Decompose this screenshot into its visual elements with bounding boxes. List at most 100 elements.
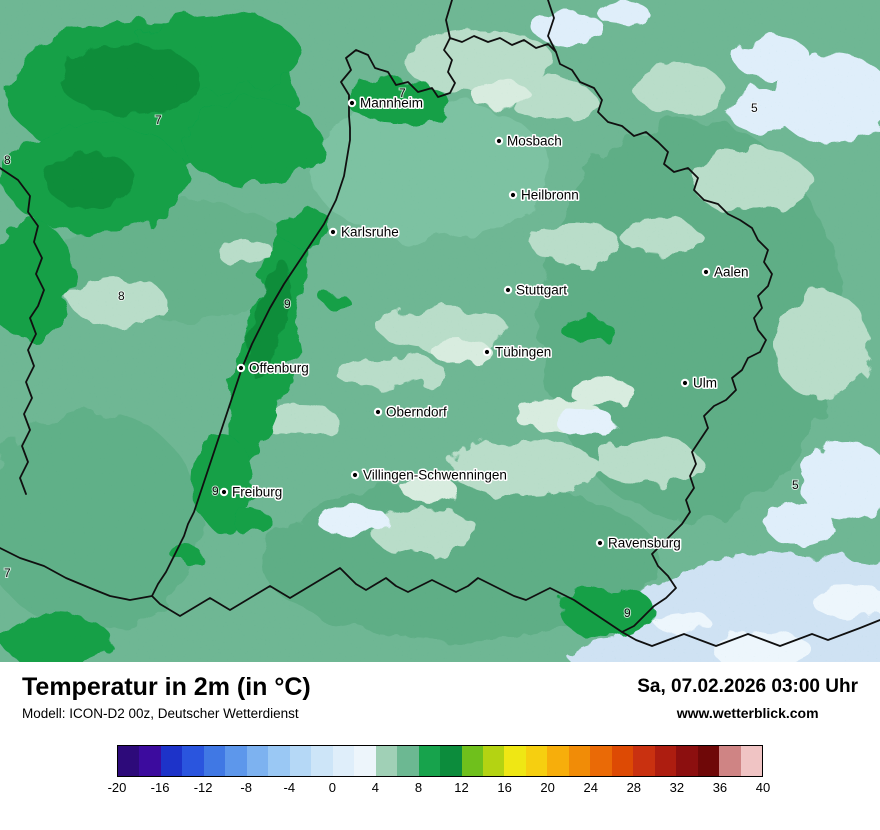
city-dot — [682, 380, 688, 386]
legend-color-segment — [654, 746, 677, 776]
map-title: Temperatur in 2m (in °C) — [22, 673, 311, 701]
legend-color-segment — [611, 746, 634, 776]
country-borders — [0, 0, 880, 647]
forecast-datetime: Sa, 07.02.2026 03:00 Uhr — [637, 676, 858, 697]
city-label: Stuttgart — [516, 283, 567, 298]
city-label: Oberndorf — [386, 405, 447, 420]
border-austria — [621, 619, 880, 647]
city-marker: Heilbronn — [508, 186, 580, 204]
city-marker: Karlsruhe — [328, 223, 400, 241]
legend-color-segment — [246, 746, 269, 776]
city-marker: Mannheim — [347, 94, 425, 112]
legend-color-segment — [482, 746, 505, 776]
city-label: Ravensburg — [608, 536, 681, 551]
city-marker: Aalen — [701, 263, 750, 281]
legend-color-segment — [203, 746, 226, 776]
temperature-legend: -20 -16 -12 -8 -4 0 4 8 12 16 20 24 28 32 36 40 — [108, 745, 771, 800]
legend-color-segment — [268, 746, 290, 776]
city-dot — [330, 229, 336, 235]
legend-color-segment — [160, 746, 183, 776]
legend-tick-label: 8 — [414, 780, 423, 795]
city-label: Tübingen — [495, 345, 551, 360]
city-label: Heilbronn — [521, 188, 579, 203]
border-france — [0, 167, 45, 495]
city-label: Ulm — [693, 376, 717, 391]
legend-color-segment — [440, 746, 462, 776]
legend-color-segment — [397, 746, 419, 776]
legend-tick-row: -20 -16 -12 -8 -4 0 4 8 12 16 20 24 28 32 36 40 — [108, 780, 771, 800]
legend-tick-label: 40 — [755, 780, 771, 795]
legend-tick-label: -4 — [283, 780, 296, 795]
legend-tick-label: 16 — [497, 780, 512, 795]
legend-color-segment — [354, 746, 376, 776]
weather-map: 7 7 5 8 8 9 9 5 7 9 Mannheim Mosbach Heilbronn Karls… — [0, 0, 880, 662]
legend-tick-label: 0 — [328, 780, 336, 795]
border-baden-wuerttemberg — [151, 35, 773, 633]
legend-tick-label: -16 — [150, 780, 170, 795]
legend-color-segment — [547, 746, 569, 776]
temperature-value-label: 9 — [624, 606, 631, 620]
temperature-value-label: 8 — [118, 289, 125, 303]
temperature-value-label: 9 — [212, 484, 219, 498]
legend-tick-label: 20 — [540, 780, 555, 795]
city-label: Karlsruhe — [341, 225, 399, 240]
city-marker: Ulm — [680, 374, 719, 392]
legend-tick-label: 24 — [583, 780, 598, 795]
legend-color-segment — [139, 746, 161, 776]
website-url: www.wetterblick.com — [676, 705, 819, 721]
temperature-map-svg: 7 7 5 8 8 9 9 5 7 9 Mannheim Mosbach Heilbronn Karls… — [0, 0, 880, 662]
legend-color-segment — [332, 746, 355, 776]
legend-color-segment — [118, 746, 140, 776]
legend-color-segment — [375, 746, 398, 776]
legend-color-segment — [225, 746, 247, 776]
border-north-stub-2 — [445, 0, 453, 39]
legend-color-segment — [590, 746, 612, 776]
legend-color-segment — [182, 746, 204, 776]
city-label: Offenburg — [249, 361, 309, 376]
legend-color-segment — [568, 746, 591, 776]
city-dot — [496, 138, 502, 144]
legend-color-segment — [697, 746, 720, 776]
city-dot — [484, 349, 490, 355]
border-switzerland-west — [0, 547, 153, 601]
city-marker: Offenburg — [236, 359, 310, 377]
legend-color-segment — [719, 746, 741, 776]
city-marker: Ravensburg — [595, 534, 682, 552]
legend-color-segment — [289, 746, 312, 776]
city-label: Mosbach — [507, 134, 562, 149]
legend-color-segment — [633, 746, 655, 776]
city-marker: Villingen-Schwenningen — [350, 466, 508, 484]
footer: Temperatur in 2m (in °C) Modell: ICON-D2… — [0, 662, 880, 800]
legend-color-segment — [676, 746, 698, 776]
city-label: Villingen-Schwenningen — [363, 468, 507, 483]
legend-tick-label: 32 — [669, 780, 685, 795]
city-marker: Tübingen — [482, 343, 553, 361]
legend-tick-label: 36 — [712, 780, 728, 795]
city-dot — [352, 472, 358, 478]
city-markers-layer: Mannheim Mosbach Heilbronn Karlsruhe Stuttga… — [219, 94, 750, 552]
city-marker: Mosbach — [494, 132, 563, 150]
city-dot — [221, 489, 227, 495]
city-label: Freiburg — [232, 485, 282, 500]
city-dot — [597, 540, 603, 546]
legend-color-segment — [740, 746, 763, 776]
legend-color-segment — [525, 746, 548, 776]
temperature-value-label: 7 — [4, 566, 11, 580]
legend-tick-label: -20 — [107, 780, 127, 795]
legend-color-bar — [117, 745, 763, 777]
city-dot — [349, 100, 355, 106]
border-north-stub-1 — [547, 0, 557, 53]
legend-tick-label: 4 — [371, 780, 380, 795]
city-marker: Stuttgart — [503, 281, 569, 299]
city-dot — [238, 365, 244, 371]
city-marker: Freiburg — [219, 483, 284, 501]
temperature-labels-layer: 7 7 5 8 8 9 9 5 7 9 — [3, 85, 800, 621]
city-label: Aalen — [714, 265, 749, 280]
legend-color-segment — [461, 746, 483, 776]
city-dot — [510, 192, 516, 198]
legend-color-segment — [504, 746, 526, 776]
legend-tick-label: 12 — [454, 780, 469, 795]
model-info: Modell: ICON-D2 00z, Deutscher Wetterdie… — [22, 705, 299, 721]
city-dot — [375, 409, 381, 415]
